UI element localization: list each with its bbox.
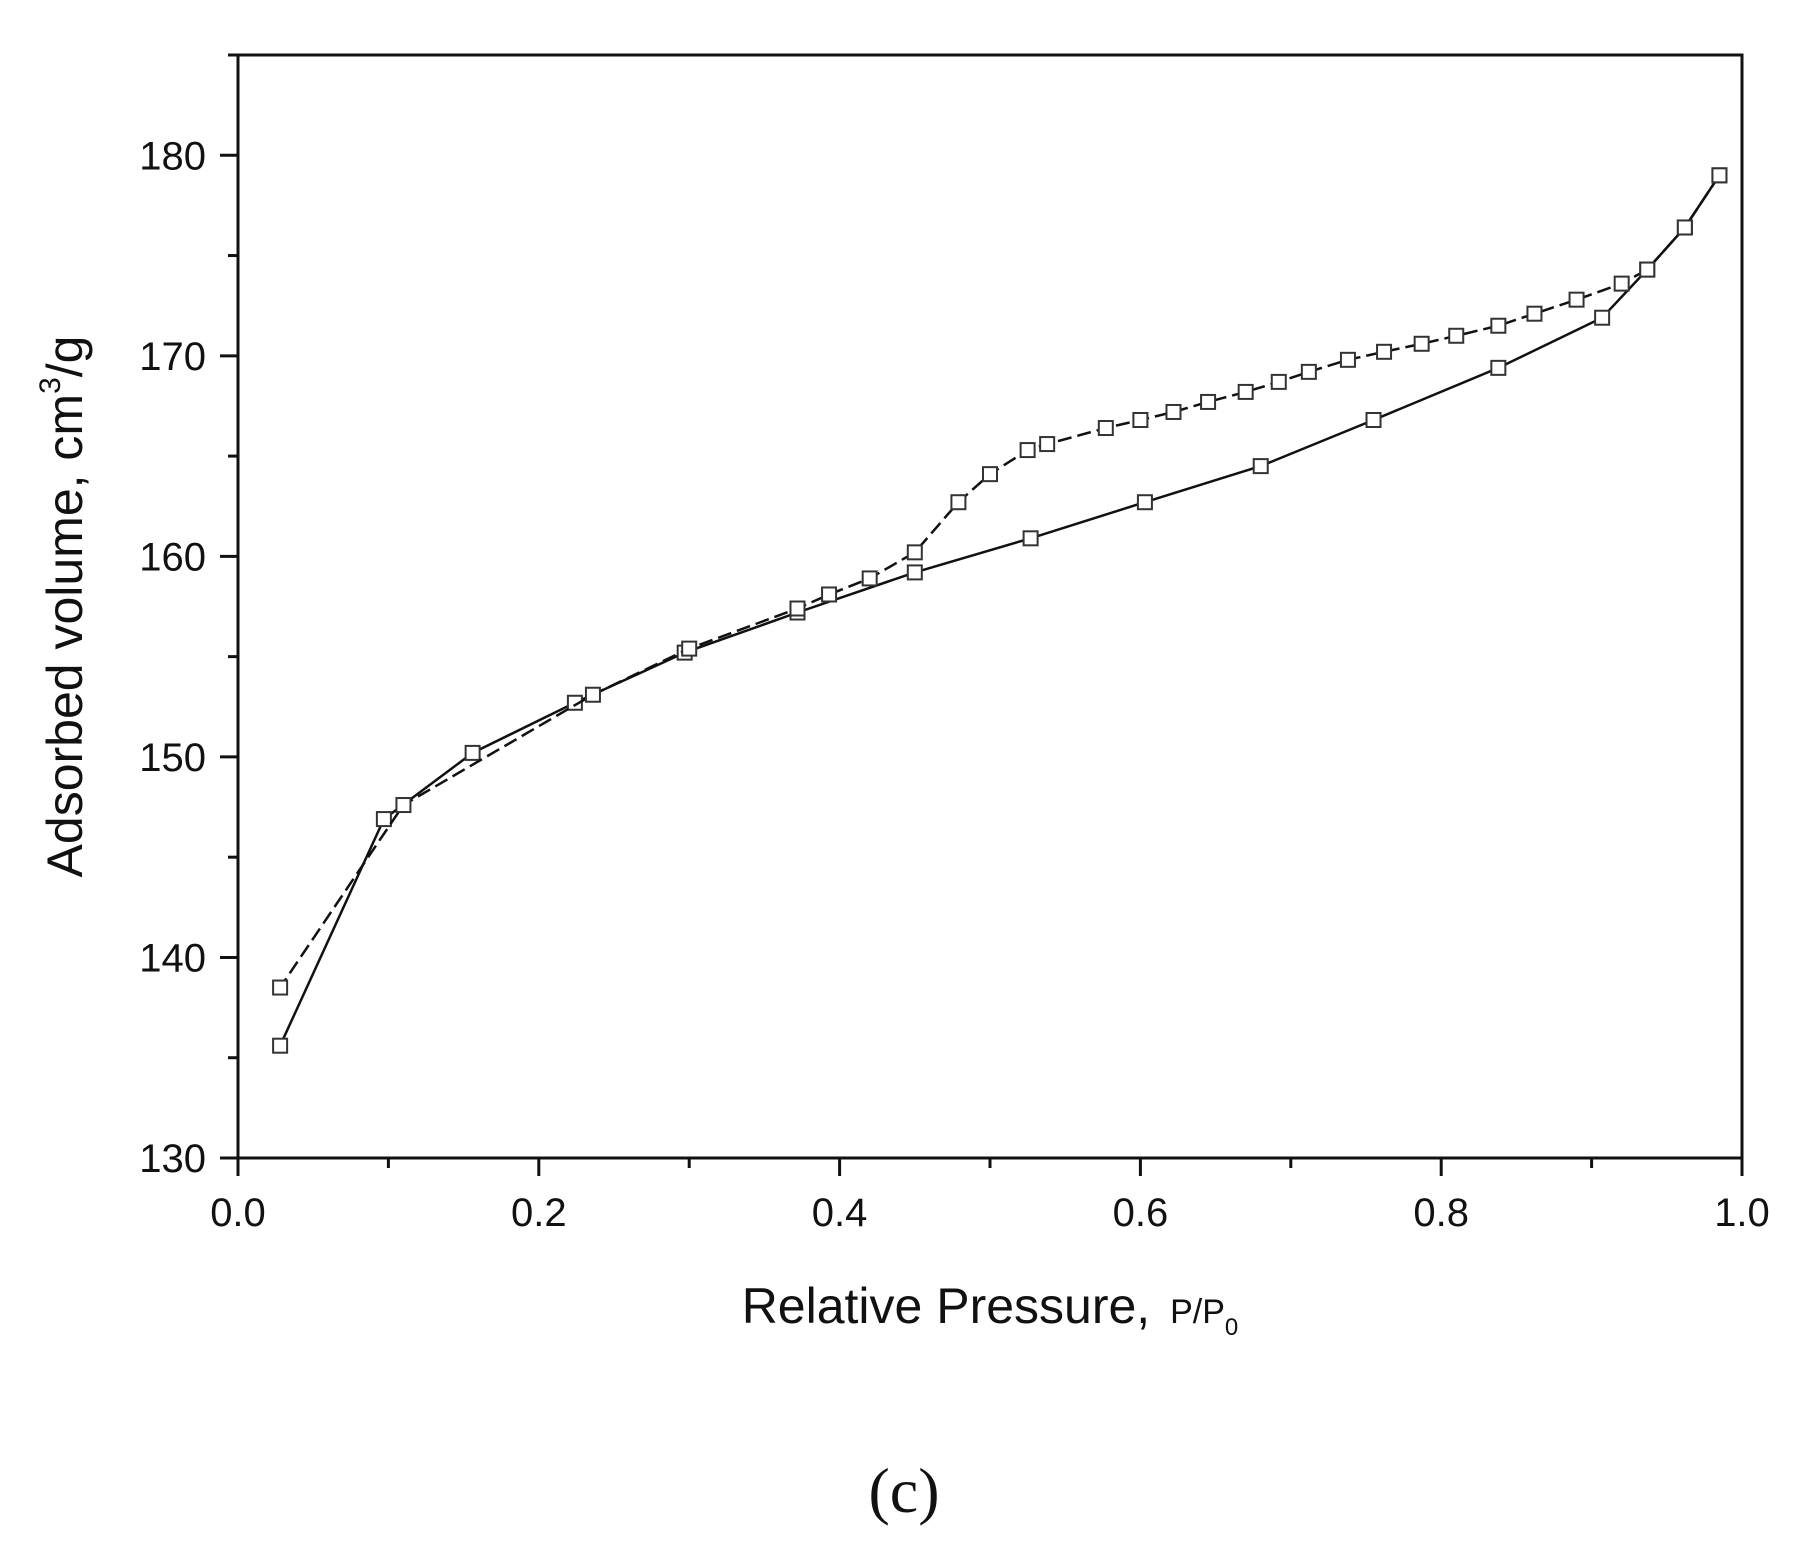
x-tick-label: 0.2 [511, 1191, 567, 1235]
series-2-point [1237, 383, 1254, 400]
y-tick-label: 150 [139, 736, 206, 780]
series-2-point [1413, 335, 1430, 352]
series-2-point [1300, 363, 1317, 380]
y-tick-label: 170 [139, 335, 206, 379]
y-tick-label: 180 [139, 134, 206, 178]
series-2-point [1526, 305, 1543, 322]
series-2-point [1490, 317, 1507, 334]
y-tick-label: 140 [139, 936, 206, 980]
y-tick-label: 130 [139, 1137, 206, 1181]
y-axis-title: Adsorbed volume, cm3/g [34, 336, 93, 878]
series-2-point [1676, 219, 1693, 236]
series-2-point [1132, 411, 1149, 428]
series-2-point [584, 686, 601, 703]
series-2-point [1039, 436, 1056, 453]
series-1-point [1136, 494, 1153, 511]
series-2-point [1097, 420, 1114, 437]
panel-label: (c) [868, 1455, 939, 1526]
series-2-point [1448, 327, 1465, 344]
x-tick-label: 0.6 [1113, 1191, 1169, 1235]
series-2-point [395, 797, 412, 814]
series-2-point [1200, 393, 1217, 410]
series-2-point [1568, 291, 1585, 308]
series-2-point [272, 979, 289, 996]
series-1-point [1490, 359, 1507, 376]
series-1-point [1022, 530, 1039, 547]
series-2-point [1165, 403, 1182, 420]
y-axis: 130 140 150 160 170 180 [139, 53, 238, 1181]
series-2-point [681, 640, 698, 657]
series-2-point [821, 586, 838, 603]
series-1-point [272, 1037, 289, 1054]
series-2-point [1711, 167, 1728, 184]
series-2-point [1376, 343, 1393, 360]
x-axis: 0.0 0.2 0.4 0.6 0.8 1.0 [210, 1158, 1770, 1235]
series-1-point [906, 564, 923, 581]
series-2-point [1339, 351, 1356, 368]
plot-border [236, 53, 1744, 1160]
series-2-point [1270, 373, 1287, 390]
series-1-point [1365, 411, 1382, 428]
series-1-point [1252, 458, 1269, 475]
series-2-point [1639, 261, 1656, 278]
plot-frame [236, 53, 1744, 1160]
series-2-point [1613, 275, 1630, 292]
series-2-point [982, 466, 998, 483]
series-layer [272, 167, 1728, 1054]
series-1-point [1594, 309, 1611, 326]
y-tick-label: 160 [139, 535, 206, 579]
x-tick-label: 0.8 [1413, 1191, 1469, 1235]
series-1-point [375, 811, 392, 828]
series-2-point [950, 494, 967, 511]
x-tick-label: 0.4 [812, 1191, 868, 1235]
x-tick-label: 0.0 [210, 1191, 266, 1235]
series-1-line [278, 174, 1721, 1047]
x-tick-label: 1.0 [1714, 1191, 1770, 1235]
series-2-line [279, 174, 1721, 989]
series-1-point [566, 694, 583, 711]
x-axis-title: Relative Pressure, P/P0 [742, 1278, 1239, 1341]
series-2-point [861, 570, 878, 587]
series-2-point [906, 544, 923, 561]
series-1-point [464, 744, 481, 761]
series-2-point [1019, 442, 1036, 459]
series-2-point [789, 600, 806, 617]
